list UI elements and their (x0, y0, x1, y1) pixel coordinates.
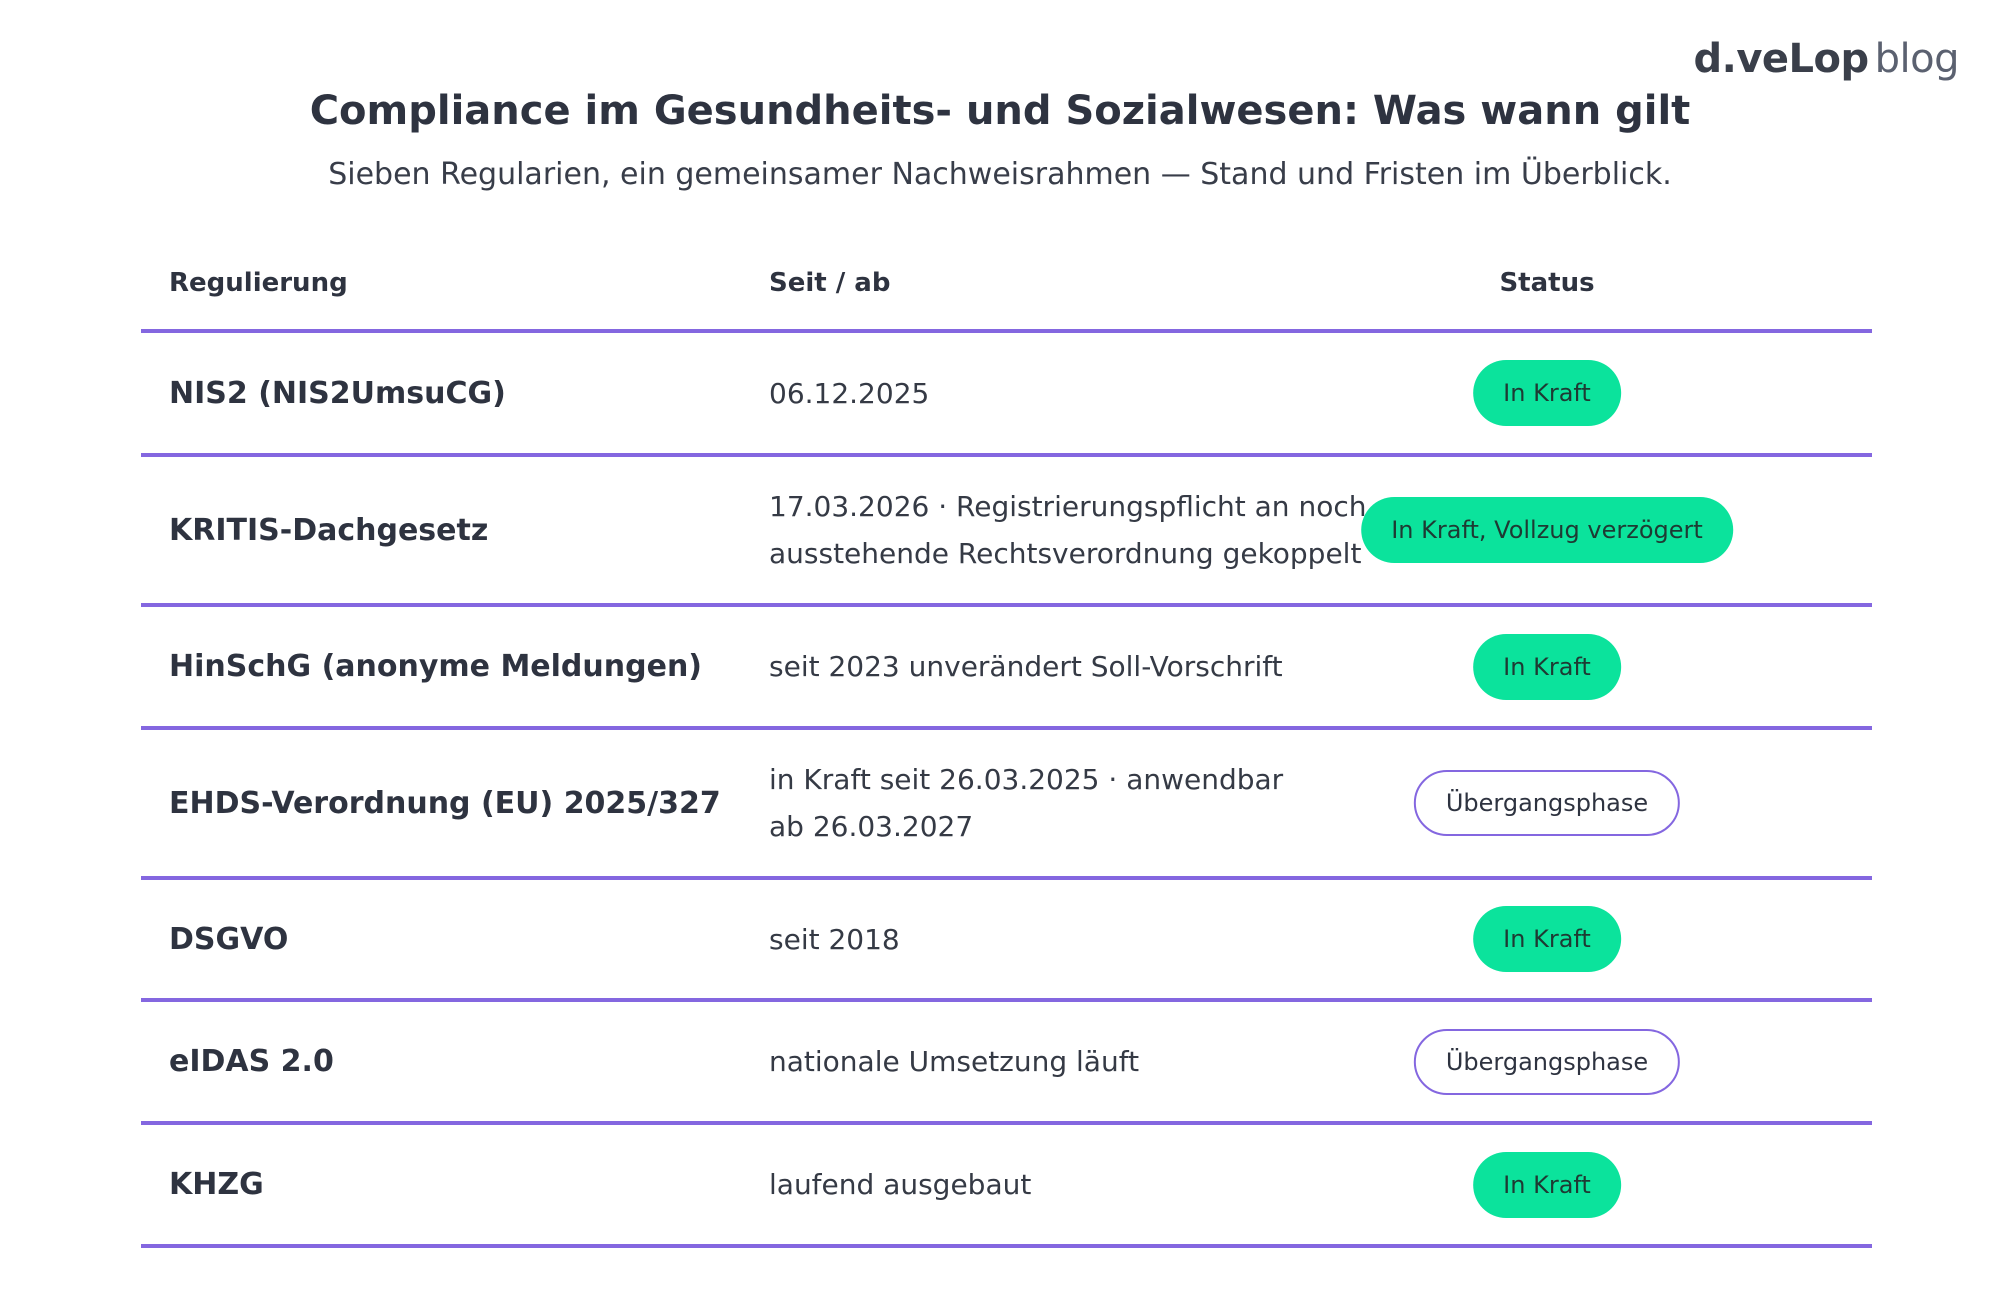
date-line: 17.03.2026 · Registrierungspflicht an no… (769, 490, 1367, 523)
status-badge: In Kraft, Vollzug verzögert (1361, 497, 1733, 563)
regulation-table: Regulierung Seit / ab Status NIS2 (NIS2U… (141, 248, 1872, 1248)
status-badge: Übergangsphase (1413, 1028, 1681, 1095)
page-title: Compliance im Gesundheits- und Sozialwes… (309, 88, 1691, 134)
date-line: ausstehende Rechtsverordnung gekoppelt (769, 537, 1362, 570)
regulation-name: KRITIS-Dachgesetz (169, 512, 489, 548)
status-badge: In Kraft (1473, 1151, 1621, 1218)
table-row: eIDAS 2.0 nationale Umsetzung läuft Über… (141, 1002, 1872, 1125)
table-row: KHZG laufend ausgebaut In Kraft (141, 1125, 1872, 1248)
status-badge: Übergangsphase (1413, 770, 1681, 836)
header-since: Seit / ab (769, 268, 891, 298)
regulation-date: in Kraft seit 26.03.2025 · anwendbar ab … (769, 756, 1369, 850)
logo-suffix: blog (1874, 36, 1960, 82)
table-row: DSGVO seit 2018 In Kraft (141, 880, 1872, 1002)
header-status: Status (1499, 268, 1595, 298)
table-row: EHDS-Verordnung (EU) 2025/327 in Kraft s… (141, 730, 1872, 880)
regulation-name: EHDS-Verordnung (EU) 2025/327 (169, 785, 721, 821)
date-line: ab 26.03.2027 (769, 810, 974, 843)
regulation-date: 17.03.2026 · Registrierungspflicht an no… (769, 483, 1369, 577)
date-line: laufend ausgebaut (769, 1168, 1032, 1201)
date-line: seit 2023 unverändert Soll-Vorschrift (769, 650, 1283, 683)
table-row: NIS2 (NIS2UmsuCG) 06.12.2025 In Kraft (141, 333, 1872, 457)
regulation-date: laufend ausgebaut (769, 1161, 1369, 1208)
table-row: HinSchG (anonyme Meldungen) seit 2023 un… (141, 607, 1872, 730)
header-regulation: Regulierung (169, 268, 348, 298)
logo: d.veLop blog (1693, 36, 1959, 82)
regulation-date: nationale Umsetzung läuft (769, 1038, 1369, 1085)
regulation-date: seit 2018 (769, 916, 1369, 963)
regulation-name: HinSchG (anonyme Meldungen) (169, 649, 703, 684)
regulation-name: NIS2 (NIS2UmsuCG) (169, 375, 506, 411)
regulation-date: 06.12.2025 (769, 370, 1369, 417)
regulation-name: eIDAS 2.0 (169, 1044, 334, 1079)
status-badge: In Kraft (1473, 360, 1621, 426)
date-line: nationale Umsetzung läuft (769, 1045, 1140, 1078)
page-subtitle: Sieben Regularien, ein gemeinsamer Nachw… (328, 157, 1672, 192)
date-line: in Kraft seit 26.03.2025 · anwendbar (769, 763, 1284, 796)
status-badge: In Kraft (1473, 906, 1621, 972)
date-line: 06.12.2025 (769, 376, 930, 410)
regulation-name: DSGVO (169, 921, 289, 957)
regulation-date: seit 2023 unverändert Soll-Vorschrift (769, 643, 1369, 690)
regulation-name: KHZG (169, 1167, 264, 1202)
status-badge: In Kraft (1473, 633, 1621, 700)
table-row: KRITIS-Dachgesetz 17.03.2026 · Registrie… (141, 457, 1872, 607)
date-line: seit 2018 (769, 922, 900, 956)
table-header: Regulierung Seit / ab Status (141, 248, 1872, 333)
logo-brand: d.veLop (1693, 36, 1869, 82)
